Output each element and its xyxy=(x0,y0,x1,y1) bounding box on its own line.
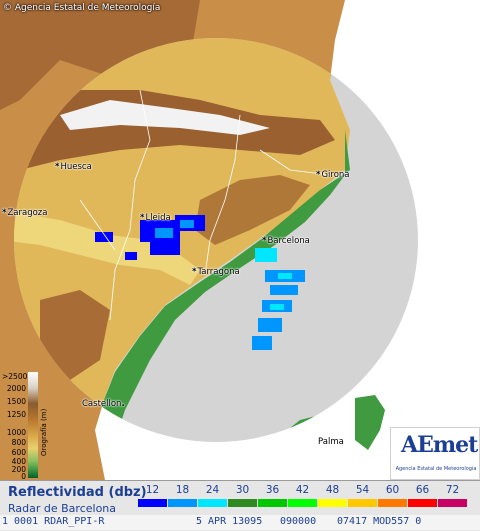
reflectivity-value: 12 xyxy=(145,484,160,496)
legend-subtitle: Radar de Barcelona xyxy=(8,502,117,515)
iberian-range xyxy=(40,290,110,380)
ebro-valley xyxy=(14,210,200,285)
city-marker-icon: * xyxy=(316,170,321,180)
reflectivity-swatch xyxy=(258,499,287,507)
reflectivity-swatch xyxy=(408,499,437,507)
reflectivity-swatch xyxy=(198,499,227,507)
city-marker-icon: * xyxy=(262,236,267,246)
alt-label: 1250 xyxy=(6,410,26,419)
reflectivity-value: 18 xyxy=(175,484,190,496)
reflectivity-swatch xyxy=(228,499,257,507)
reflectivity-value: 48 xyxy=(325,484,340,496)
status-footer: 1 0001 RDAR_PPI-R 5 APR 13095 090000 074… xyxy=(0,515,480,530)
radar-map: © Agencia Estatal de Meteorología *Huesc… xyxy=(0,0,480,480)
alt-label: 0 xyxy=(21,472,26,480)
logo-subtitle: Agencia Estatal de Meteorología xyxy=(395,466,477,472)
reflectivity-swatch xyxy=(168,499,197,507)
alt-label: 1500 xyxy=(6,397,26,406)
product-time: 090000 xyxy=(280,516,317,527)
reflectivity-value: 30 xyxy=(235,484,250,496)
reflectivity-swatch xyxy=(288,499,317,507)
echo-lleida-inner xyxy=(155,220,194,238)
copyright-icon: © xyxy=(3,3,12,13)
mountain-outside xyxy=(0,0,200,110)
city-barcelona: *Barcelona xyxy=(262,236,310,246)
reflectivity-value: 42 xyxy=(295,484,310,496)
reflectivity-swatch xyxy=(438,499,467,507)
city-marker-icon: * xyxy=(192,267,197,277)
product-id: 1 0001 RDAR_PPI-R xyxy=(2,516,105,527)
city-girona: *Girona xyxy=(316,170,350,180)
product-code: 07417 MOD557 0 xyxy=(337,516,422,527)
city-palma: Palma xyxy=(318,437,344,447)
echo-barcelona xyxy=(255,248,277,262)
altitude-color-bar xyxy=(28,372,38,478)
city-marker-icon: * xyxy=(55,162,60,172)
altitude-legend: >2500 2000 1500 1250 1000 800 600 400 20… xyxy=(2,372,48,480)
pyrenees-snow xyxy=(60,100,270,135)
alt-label: 800 xyxy=(11,438,26,447)
reflectivity-swatch xyxy=(318,499,347,507)
city-huesca: *Huesca xyxy=(55,162,92,172)
alt-label: >2500 xyxy=(2,372,28,381)
city-zaragoza: *Zaragoza xyxy=(2,208,48,218)
alt-label: 400 xyxy=(11,457,26,466)
echo-offshore-core xyxy=(270,273,292,310)
city-marker-icon: * xyxy=(140,213,145,223)
city-marker-icon: * xyxy=(2,208,7,218)
reflectivity-value: 54 xyxy=(355,484,370,496)
alt-label: 200 xyxy=(11,465,26,474)
altitude-title: Orografía (m) xyxy=(40,408,48,456)
reflectivity-value: 24 xyxy=(205,484,220,496)
terrain-map xyxy=(0,0,418,480)
product-date: 5 APR 13095 xyxy=(196,516,263,527)
reflectivity-value: 66 xyxy=(415,484,430,496)
aemet-logo: AEmet Agencia Estatal de Meteorología xyxy=(390,427,480,480)
reflectivity-value: 72 xyxy=(445,484,460,496)
reflectivity-swatch xyxy=(348,499,377,507)
city-tarragona: *Tarragona xyxy=(192,267,240,277)
reflectivity-value: 36 xyxy=(265,484,280,496)
alt-label: 600 xyxy=(11,448,26,457)
logo-mark: AEmet xyxy=(401,432,478,458)
legend-title: Reflectividad (dbz) xyxy=(8,485,147,500)
reflectivity-swatch xyxy=(378,499,407,507)
reflectivity-swatch xyxy=(138,499,167,507)
city-castellon: Castellon . xyxy=(82,399,125,409)
reflectivity-value: 60 xyxy=(385,484,400,496)
mallorca-outside xyxy=(355,395,385,450)
reflectivity-scale: 12 18 24 30 36 42 48 54 60 66 72 xyxy=(138,484,478,510)
city-marker-icon: . xyxy=(121,399,125,409)
prelitoral-range xyxy=(195,175,310,245)
copyright-text: © Agencia Estatal de Meteorología xyxy=(3,3,161,13)
region-borders xyxy=(79,89,331,321)
city-lleida: *Lleida xyxy=(140,213,171,223)
alt-label: 2000 xyxy=(6,384,26,393)
alt-label: 1000 xyxy=(6,428,26,437)
